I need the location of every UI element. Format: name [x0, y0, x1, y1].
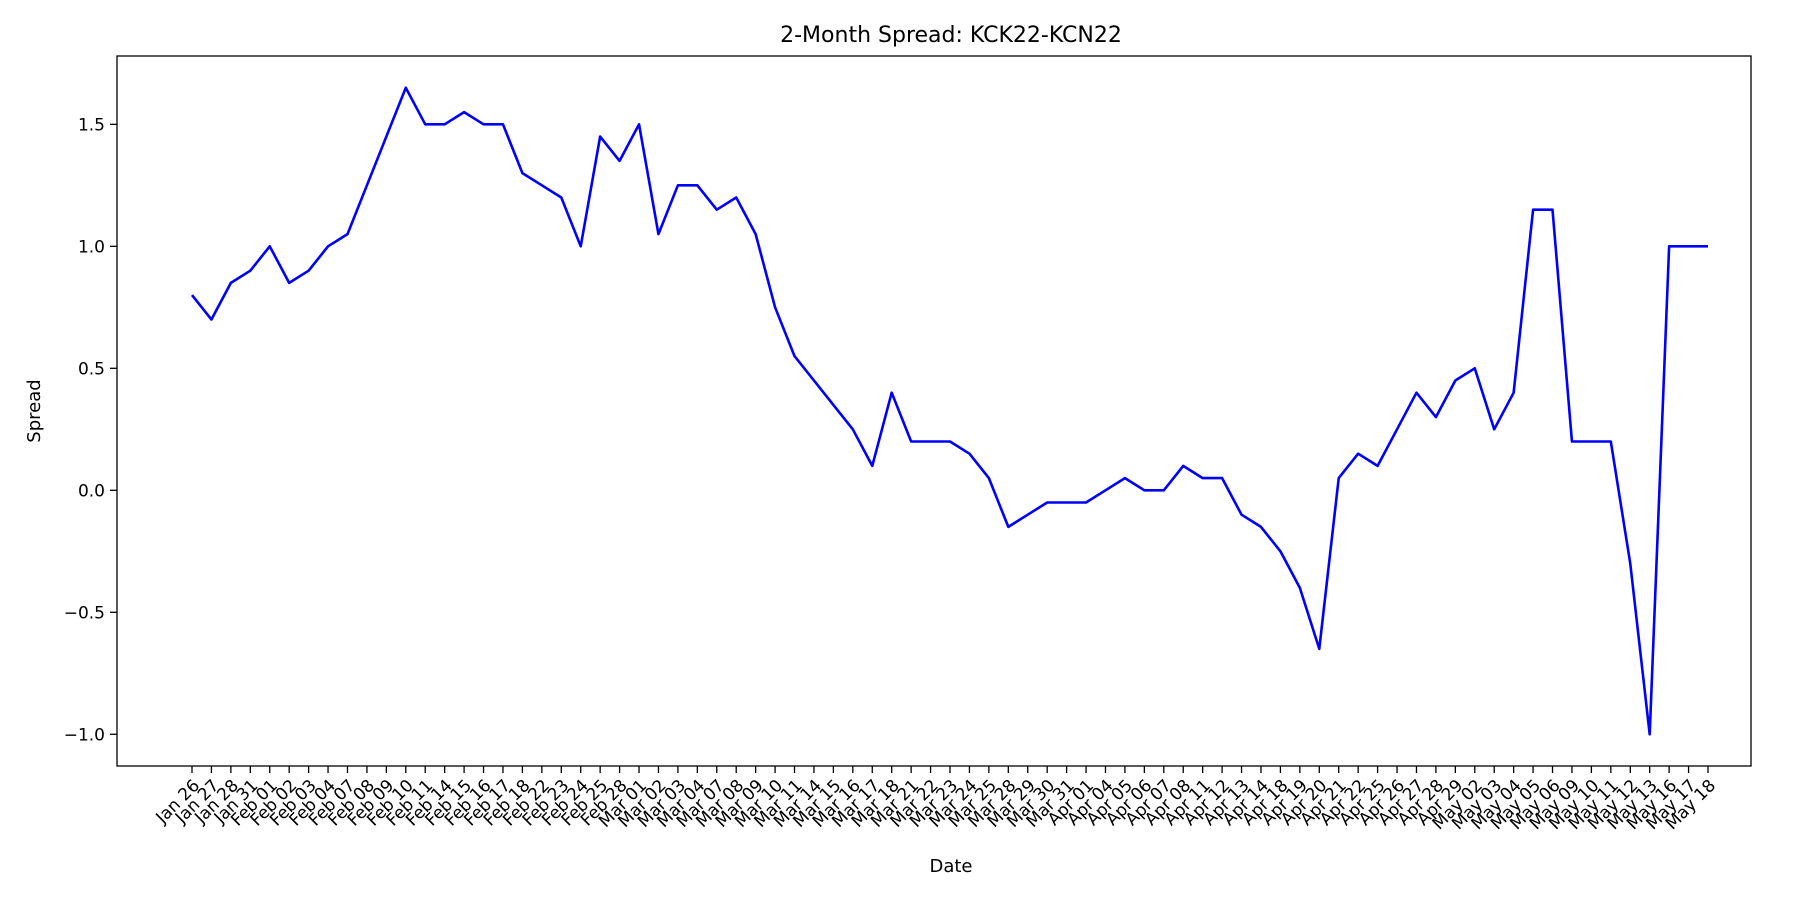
y-tick-label: 1.5: [78, 115, 105, 135]
y-tick-label: −1.0: [64, 725, 105, 745]
y-axis: −1.0 −0.5 0.0 0.5 1.0 1.5: [64, 115, 117, 745]
chart-title: 2-Month Spread: KCK22-KCN22: [780, 23, 1122, 48]
series-line: [190, 86, 1708, 736]
x-axis-label: Date: [929, 856, 972, 877]
y-tick-label: −0.5: [64, 603, 105, 623]
y-tick-label: 0.0: [78, 481, 105, 501]
y-axis-label: Spread: [24, 379, 45, 442]
y-tick-label: 0.5: [78, 359, 105, 379]
plot-frame: [116, 55, 1752, 767]
y-tick-label: 1.0: [78, 237, 105, 257]
